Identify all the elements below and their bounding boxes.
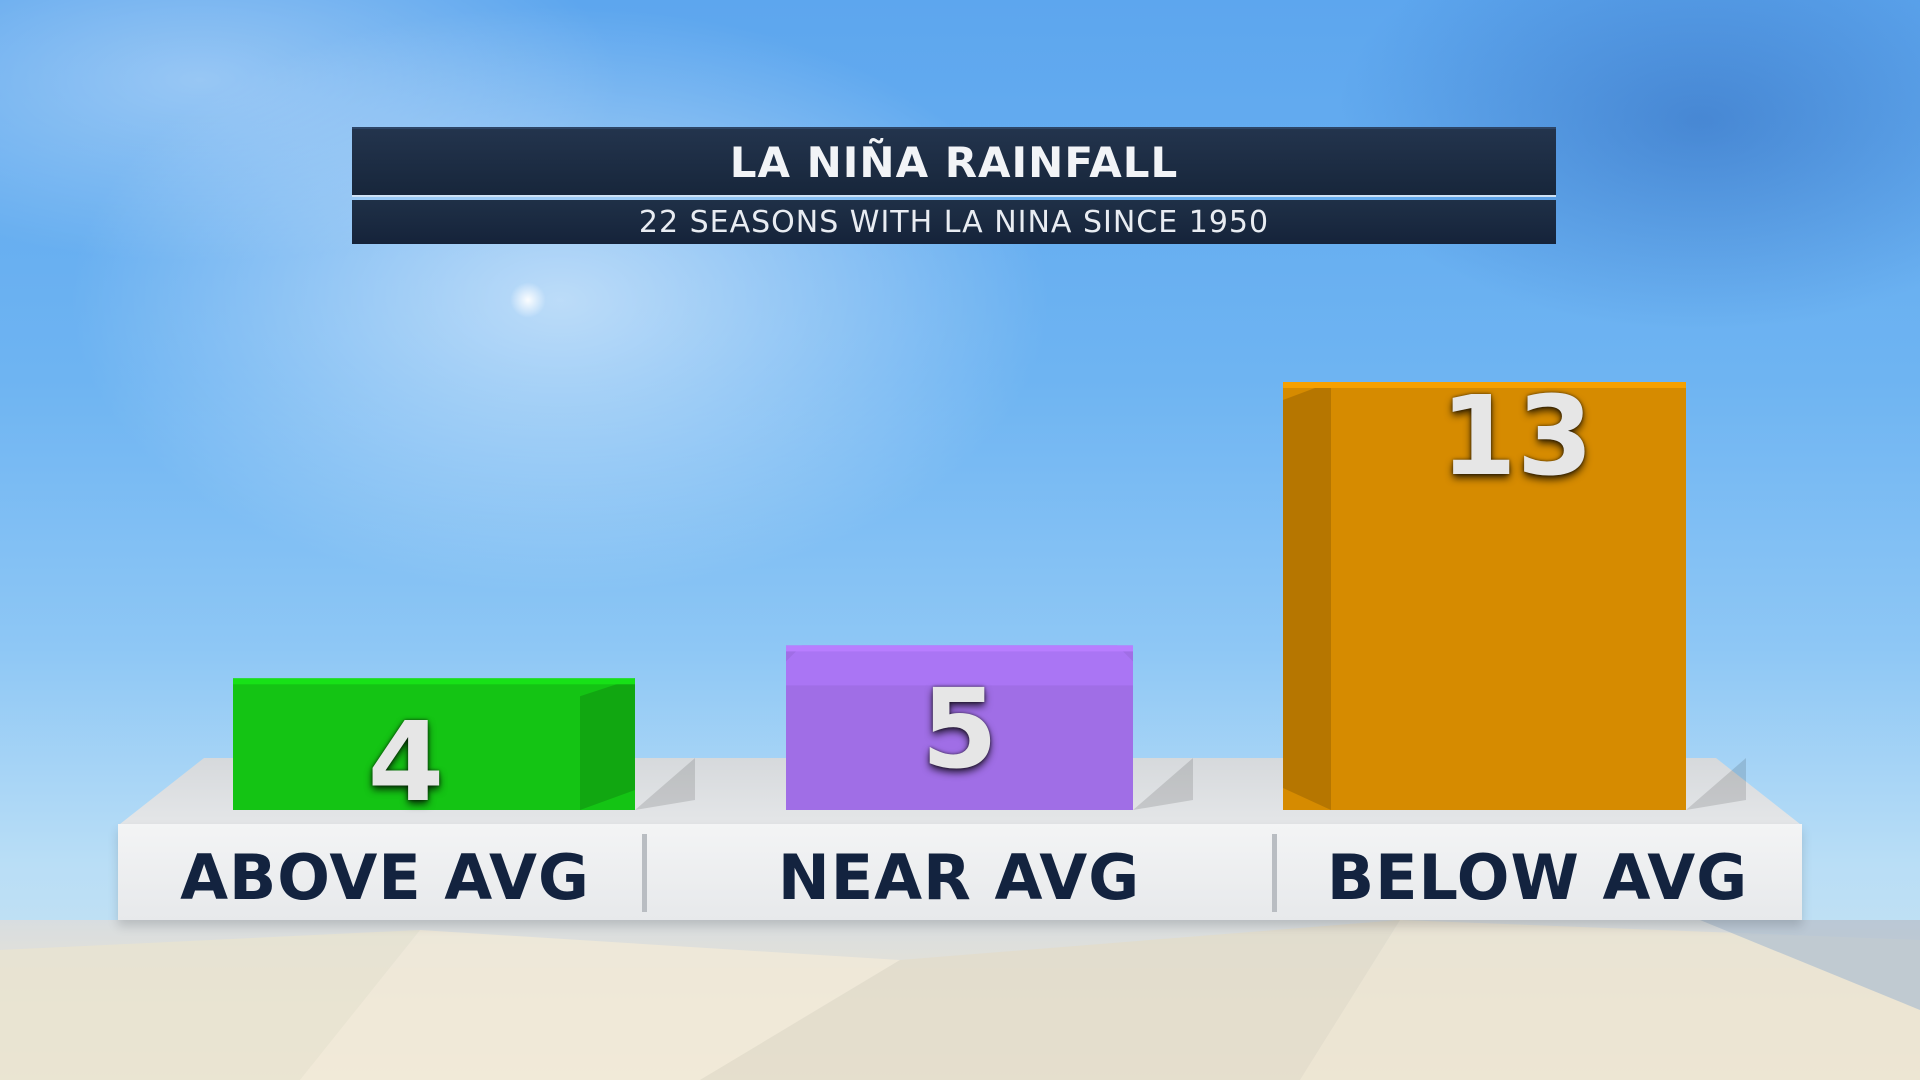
bar-top-highlight	[786, 645, 1133, 652]
bar-top-highlight	[1283, 382, 1686, 388]
chart-subtitle: 22 SEASONS WITH LA NINA SINCE 1950	[638, 204, 1270, 240]
floor-facets	[0, 920, 1920, 1080]
bar-2	[786, 645, 1193, 810]
bar-1	[233, 678, 695, 810]
bar-shadow	[635, 758, 695, 810]
chart-title: LA NIÑA RAINFALL	[729, 137, 1179, 187]
bar-shadow	[1133, 758, 1193, 810]
bar-value-label: 13	[1440, 372, 1594, 500]
bar-shadow	[1686, 758, 1746, 810]
floor-backdrop	[0, 920, 1920, 1080]
sun-glow	[510, 282, 546, 318]
category-label: BELOW AVG	[1326, 840, 1749, 914]
category-divider	[642, 834, 647, 912]
chart-title-banner: LA NIÑA RAINFALL	[352, 127, 1556, 197]
bar-value-label: 5	[921, 665, 998, 794]
bar-side-face	[580, 678, 635, 810]
category-label: ABOVE AVG	[180, 840, 590, 914]
chart-subtitle-banner: 22 SEASONS WITH LA NINA SINCE 1950	[352, 200, 1556, 244]
bar-front-face	[233, 678, 635, 810]
category-label: NEAR AVG	[777, 840, 1141, 914]
bar-3	[1283, 382, 1746, 810]
bar-front-face	[1283, 382, 1686, 810]
bar-value-label: 4	[367, 698, 445, 827]
bar-top-highlight	[233, 678, 635, 685]
pedestal-front	[118, 824, 1802, 920]
bar-side-face	[786, 645, 1133, 686]
bar-side-face	[1283, 382, 1331, 810]
category-divider	[1272, 834, 1277, 912]
